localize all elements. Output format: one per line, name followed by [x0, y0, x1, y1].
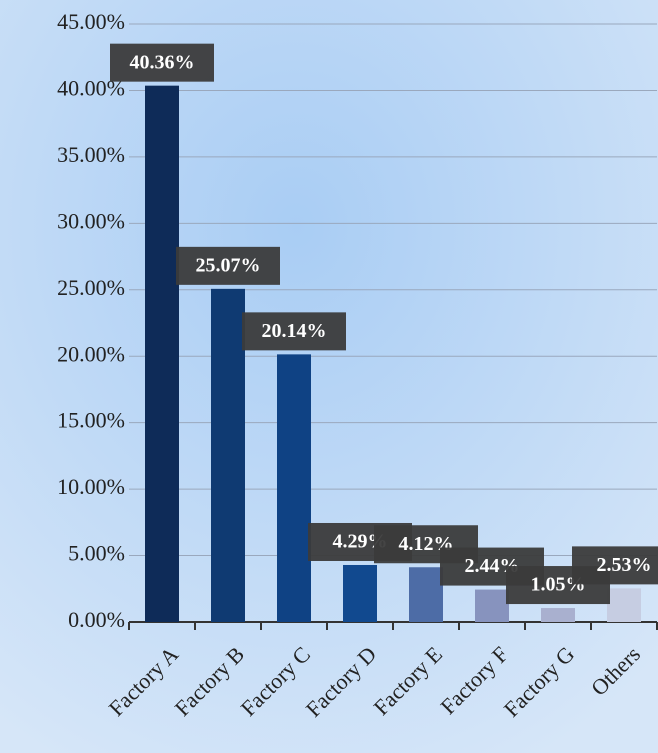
value-label: 25.07% — [196, 254, 261, 276]
y-tick-label: 15.00% — [57, 408, 125, 433]
value-label: 4.29% — [333, 531, 388, 553]
value-label: 20.14% — [262, 320, 327, 342]
y-tick-label: 5.00% — [68, 541, 125, 566]
bar — [409, 567, 443, 622]
bar — [343, 564, 377, 622]
y-tick-label: 0.00% — [68, 607, 125, 632]
value-label: 2.44% — [465, 555, 520, 577]
value-label-box — [242, 312, 346, 351]
bar — [211, 288, 245, 622]
bar — [277, 354, 311, 622]
y-tick-label: 10.00% — [57, 474, 125, 499]
value-label: 4.12% — [399, 533, 454, 555]
value-label: 40.36% — [130, 51, 195, 73]
bar — [541, 608, 575, 622]
value-label-box — [176, 246, 280, 285]
y-tick-label: 20.00% — [57, 341, 125, 366]
y-tick-label: 45.00% — [57, 9, 125, 34]
bar — [607, 588, 641, 622]
bar — [475, 589, 509, 622]
bar — [145, 85, 179, 622]
value-label-box — [572, 546, 658, 585]
y-tick-label: 35.00% — [57, 142, 125, 167]
y-tick-label: 30.00% — [57, 208, 125, 233]
value-label: 1.05% — [531, 574, 586, 596]
value-label: 2.53% — [597, 554, 652, 576]
y-tick-label: 25.00% — [57, 275, 125, 300]
value-label-box — [110, 43, 214, 82]
